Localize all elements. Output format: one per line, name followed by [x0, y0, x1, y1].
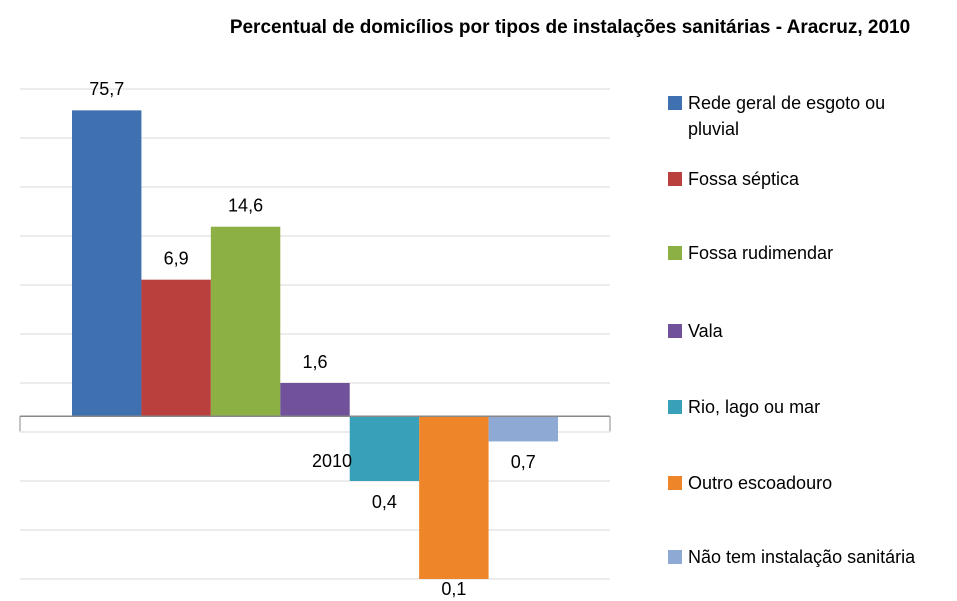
bar [72, 110, 142, 417]
legend-label: Rede geral de esgoto ou pluvial [688, 93, 886, 139]
legend-swatch [668, 172, 682, 186]
legend-label: Vala [688, 321, 723, 341]
data-label: 0,7 [511, 452, 536, 472]
legend-item: Vala [668, 318, 938, 344]
legend-item: Fossa séptica [668, 166, 938, 192]
legend-item: Rede geral de esgoto ou pluvial [668, 90, 938, 142]
legend-label: Outro escoadouro [688, 473, 833, 493]
x-tick-label: 2010 [312, 451, 352, 471]
bar [419, 416, 489, 579]
data-label: 6,9 [164, 248, 189, 268]
data-label: 0,4 [372, 492, 397, 512]
legend-item: Fossa rudimendar [668, 240, 938, 266]
data-label: 1,6 [302, 352, 327, 372]
bar [488, 416, 558, 442]
bar [349, 416, 420, 481]
data-label: 75,7 [89, 79, 124, 99]
bar [280, 383, 350, 417]
legend-label: Não tem instalação sanitária [688, 547, 916, 567]
chart-title: Percentual de domicílios por tipos de in… [229, 17, 911, 38]
legend-label: Fossa séptica [688, 169, 800, 189]
legend-swatch [668, 96, 682, 110]
data-label: 0,1 [441, 579, 466, 599]
legend-label: Fossa rudimendar [688, 243, 834, 263]
legend-swatch [668, 550, 682, 564]
legend-swatch [668, 400, 682, 414]
legend-swatch [668, 476, 682, 490]
legend-label: Rio, lago ou mar [688, 397, 821, 417]
bar [210, 226, 281, 417]
legend-swatch [668, 246, 682, 260]
bar [141, 279, 211, 417]
legend-swatch [668, 324, 682, 338]
legend-item: Outro escoadouro [668, 470, 938, 496]
legend-item: Não tem instalação sanitária [668, 544, 938, 570]
legend-item: Rio, lago ou mar [668, 394, 938, 420]
data-label: 14,6 [228, 195, 263, 215]
